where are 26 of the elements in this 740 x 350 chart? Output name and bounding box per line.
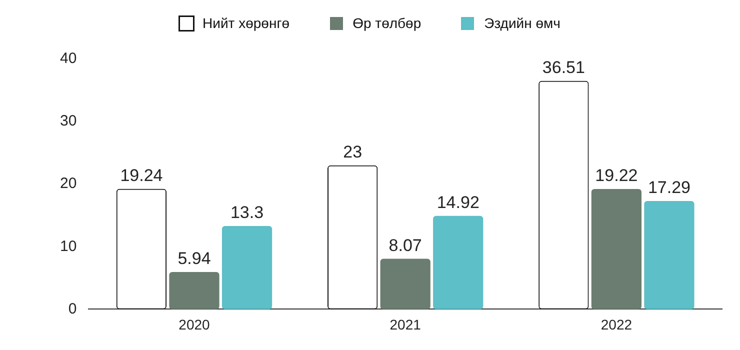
legend-label: Өр төлбөр bbox=[352, 15, 422, 31]
data-label: 13.3 bbox=[230, 203, 264, 222]
data-label: 19.22 bbox=[595, 166, 638, 186]
x-tick-label: 2021 bbox=[390, 316, 422, 332]
x-tick-label: 2022 bbox=[600, 316, 632, 332]
legend-label: Эздийн өмч bbox=[484, 15, 560, 31]
y-tick-label: 20 bbox=[60, 175, 77, 192]
y-tick-label: 0 bbox=[68, 300, 77, 318]
bar bbox=[644, 201, 694, 310]
y-tick-label: 10 bbox=[60, 238, 77, 255]
data-label: 5.94 bbox=[178, 249, 211, 268]
bar bbox=[591, 188, 642, 310]
data-label: 14.92 bbox=[436, 193, 480, 212]
data-label: 23 bbox=[343, 142, 362, 162]
bar bbox=[380, 258, 430, 310]
bar bbox=[222, 226, 272, 310]
legend-label: Нийт хөрөнгө bbox=[202, 15, 290, 31]
y-tick-label: 40 bbox=[60, 50, 77, 68]
bar bbox=[433, 216, 484, 310]
x-tick-label: 2020 bbox=[178, 316, 210, 332]
data-label: 8.07 bbox=[388, 236, 422, 255]
data-label: 17.29 bbox=[648, 178, 690, 198]
bar bbox=[169, 272, 220, 310]
data-label: 19.24 bbox=[120, 166, 163, 186]
y-tick-label: 30 bbox=[60, 112, 77, 130]
data-label: 36.51 bbox=[542, 58, 585, 78]
